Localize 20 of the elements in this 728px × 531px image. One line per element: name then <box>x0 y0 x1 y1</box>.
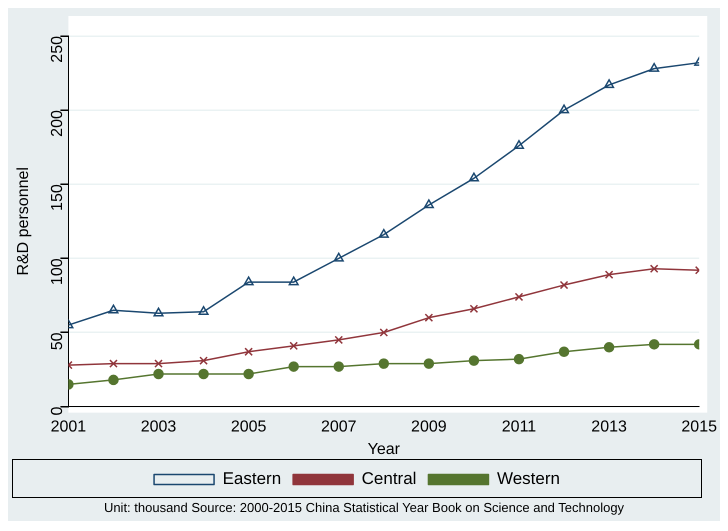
x-tick-label: 2015 <box>681 418 718 436</box>
legend-label: Eastern <box>222 469 282 488</box>
y-tick-label: 200 <box>48 110 66 137</box>
x-tick-label: 2011 <box>502 418 536 436</box>
x-tick-label: 2003 <box>140 418 176 436</box>
x-tick-label: 2009 <box>411 418 447 436</box>
y-tick-label: 100 <box>48 258 66 286</box>
x-axis-title: Year <box>368 440 401 458</box>
y-tick-label: 250 <box>48 36 66 63</box>
x-tick-label: 2013 <box>591 418 627 436</box>
legend-label: Central <box>362 469 416 488</box>
x-tick-label: 2007 <box>320 418 357 436</box>
y-tick-label: 50 <box>48 332 66 350</box>
legend-label: Western <box>496 469 560 488</box>
y-axis-title: R&D personnel <box>15 167 32 276</box>
text: Unit: thousand Source: 2000-2015 China Statistical Year Book on Science and Technology <box>102 499 626 517</box>
x-tick-label: 2001 <box>50 418 86 436</box>
y-tick-label: 0 <box>48 406 66 416</box>
y-tick-label: 150 <box>48 184 66 211</box>
x-tick-label: 2005 <box>230 418 267 436</box>
